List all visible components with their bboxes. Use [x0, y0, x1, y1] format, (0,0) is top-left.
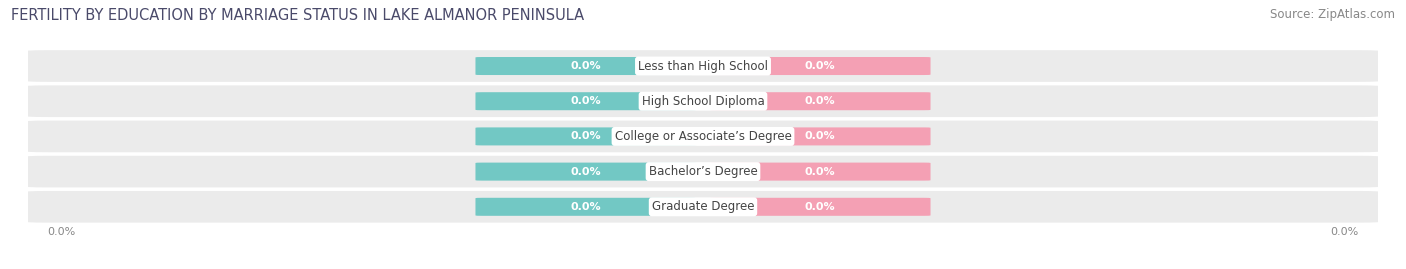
Text: Less than High School: Less than High School [638, 59, 768, 73]
FancyBboxPatch shape [710, 198, 931, 216]
FancyBboxPatch shape [21, 121, 1385, 152]
Text: FERTILITY BY EDUCATION BY MARRIAGE STATUS IN LAKE ALMANOR PENINSULA: FERTILITY BY EDUCATION BY MARRIAGE STATU… [11, 8, 585, 23]
FancyBboxPatch shape [475, 57, 696, 75]
Text: 0.0%: 0.0% [571, 96, 602, 106]
Text: Graduate Degree: Graduate Degree [652, 200, 754, 213]
FancyBboxPatch shape [21, 156, 1385, 187]
FancyBboxPatch shape [710, 57, 931, 75]
FancyBboxPatch shape [710, 92, 931, 110]
Text: 0.0%: 0.0% [1330, 227, 1358, 237]
Text: College or Associate’s Degree: College or Associate’s Degree [614, 130, 792, 143]
Text: 0.0%: 0.0% [804, 132, 835, 141]
FancyBboxPatch shape [21, 50, 1385, 82]
FancyBboxPatch shape [710, 128, 931, 146]
Text: 0.0%: 0.0% [571, 132, 602, 141]
Text: 0.0%: 0.0% [48, 227, 76, 237]
Text: Source: ZipAtlas.com: Source: ZipAtlas.com [1270, 8, 1395, 21]
FancyBboxPatch shape [475, 128, 696, 146]
Text: 0.0%: 0.0% [804, 202, 835, 212]
Text: 0.0%: 0.0% [804, 96, 835, 106]
FancyBboxPatch shape [21, 85, 1385, 117]
Text: 0.0%: 0.0% [571, 202, 602, 212]
FancyBboxPatch shape [21, 191, 1385, 223]
Text: 0.0%: 0.0% [804, 167, 835, 177]
FancyBboxPatch shape [475, 198, 696, 216]
Text: 0.0%: 0.0% [571, 61, 602, 71]
FancyBboxPatch shape [475, 92, 696, 110]
FancyBboxPatch shape [475, 162, 696, 180]
Text: High School Diploma: High School Diploma [641, 95, 765, 108]
Text: Bachelor’s Degree: Bachelor’s Degree [648, 165, 758, 178]
FancyBboxPatch shape [710, 162, 931, 180]
Text: 0.0%: 0.0% [571, 167, 602, 177]
Text: 0.0%: 0.0% [804, 61, 835, 71]
